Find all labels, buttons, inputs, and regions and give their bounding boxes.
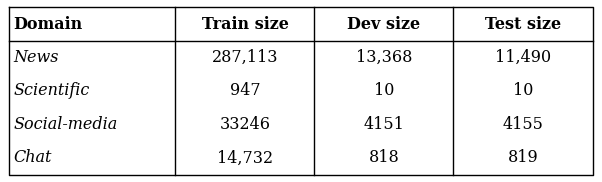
Text: 10: 10: [513, 82, 533, 100]
Text: 947: 947: [229, 82, 260, 100]
Text: 13,368: 13,368: [356, 49, 412, 66]
Text: Domain: Domain: [14, 15, 83, 33]
Text: Scientific: Scientific: [14, 82, 90, 100]
Text: Social-media: Social-media: [14, 116, 118, 133]
Text: 4151: 4151: [364, 116, 405, 133]
Text: 11,490: 11,490: [495, 49, 551, 66]
Text: 818: 818: [368, 149, 399, 167]
Text: Train size: Train size: [202, 15, 288, 33]
Text: 819: 819: [508, 149, 539, 167]
Text: 33246: 33246: [220, 116, 270, 133]
Text: 14,732: 14,732: [217, 149, 273, 167]
Text: Chat: Chat: [14, 149, 52, 167]
Text: Test size: Test size: [485, 15, 561, 33]
Text: 287,113: 287,113: [212, 49, 278, 66]
Text: Dev size: Dev size: [347, 15, 420, 33]
Text: 10: 10: [374, 82, 394, 100]
Text: 4155: 4155: [503, 116, 544, 133]
Text: News: News: [14, 49, 59, 66]
